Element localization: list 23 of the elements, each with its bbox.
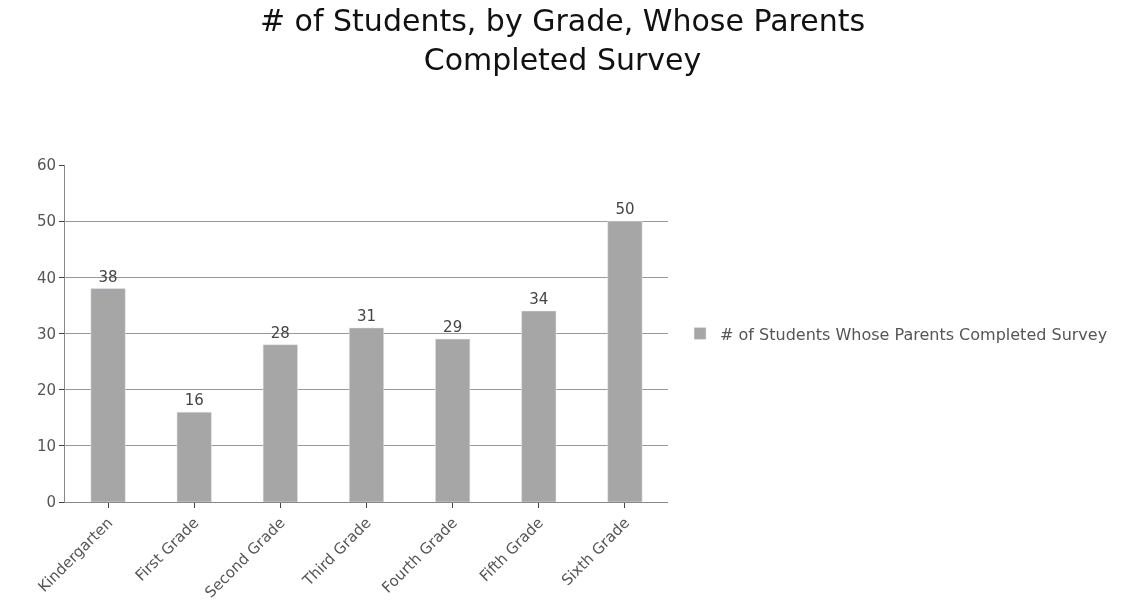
bar <box>90 288 126 502</box>
bar <box>262 344 298 502</box>
bar <box>176 411 212 502</box>
data-label: 16 <box>184 391 204 410</box>
y-tick-label: 10 <box>36 437 56 456</box>
data-label: 50 <box>615 200 635 219</box>
chart-title: # of Students, by Grade, Whose Parents Completed Survey <box>259 2 866 77</box>
bar <box>521 310 557 502</box>
legend-label: # of Students Whose Parents Completed Survey <box>720 324 1108 344</box>
y-tick-label: 40 <box>36 268 56 287</box>
data-label: 34 <box>529 290 549 309</box>
data-label: 29 <box>443 318 463 337</box>
y-tick-label: 60 <box>36 156 56 175</box>
data-label: 31 <box>356 306 377 325</box>
y-tick-label: 30 <box>36 324 56 343</box>
y-tick-label: 50 <box>36 212 56 231</box>
bar <box>435 338 471 502</box>
y-tick-label: 0 <box>46 493 56 512</box>
bar <box>607 220 643 502</box>
y-tick-label: 20 <box>36 380 56 399</box>
data-label: 28 <box>270 323 290 342</box>
bar <box>349 327 384 502</box>
data-label: 38 <box>98 267 118 286</box>
